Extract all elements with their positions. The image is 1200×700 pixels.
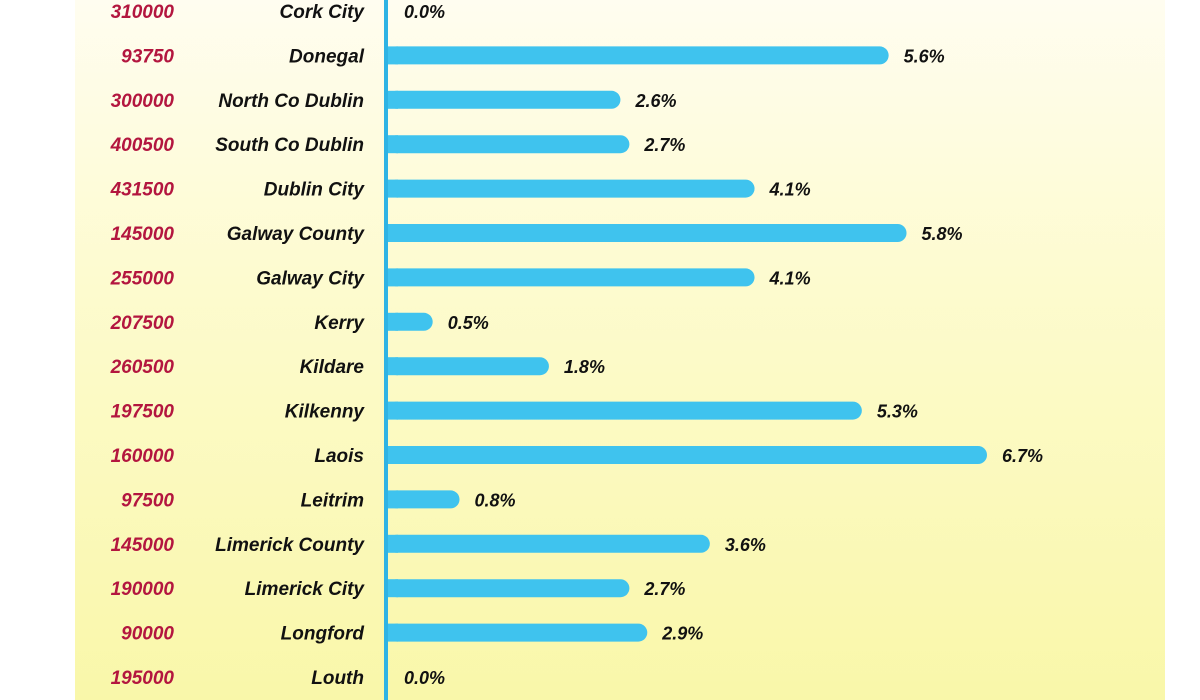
bar-base bbox=[388, 401, 398, 420]
bar bbox=[388, 579, 630, 598]
price-label: 255000 bbox=[110, 268, 175, 289]
category-label: Kerry bbox=[314, 313, 365, 334]
bar bbox=[388, 90, 621, 109]
category-label: Kilkenny bbox=[285, 402, 366, 423]
price-label: 400500 bbox=[110, 135, 175, 156]
price-label: 310000 bbox=[111, 2, 175, 23]
value-label: 0.8% bbox=[475, 490, 516, 510]
price-label: 197500 bbox=[111, 402, 175, 423]
category-label: Laois bbox=[314, 446, 364, 467]
bar bbox=[388, 401, 862, 420]
value-label: 2.7% bbox=[643, 135, 685, 155]
category-label: Longford bbox=[281, 624, 365, 645]
price-label: 260500 bbox=[110, 357, 175, 378]
bar-base bbox=[388, 268, 398, 287]
bar-base bbox=[388, 623, 398, 642]
price-label: 145000 bbox=[111, 224, 175, 245]
value-label: 2.7% bbox=[643, 579, 685, 599]
category-label: Galway City bbox=[256, 268, 365, 289]
price-label: 195000 bbox=[111, 668, 175, 689]
price-label: 93750 bbox=[121, 46, 174, 67]
bar bbox=[388, 534, 710, 553]
value-label: 0.5% bbox=[448, 313, 489, 333]
value-label: 4.1% bbox=[769, 180, 811, 200]
bar-base bbox=[388, 135, 398, 154]
y-axis-line bbox=[384, 0, 388, 700]
bar bbox=[388, 179, 755, 198]
category-label: Donegal bbox=[289, 46, 365, 67]
value-label: 5.8% bbox=[922, 224, 963, 244]
category-label: Limerick County bbox=[215, 535, 365, 556]
bar bbox=[388, 357, 549, 376]
value-label: 2.9% bbox=[661, 624, 703, 644]
bar-base bbox=[388, 446, 398, 464]
bar-base bbox=[388, 357, 398, 376]
price-label: 207500 bbox=[110, 313, 175, 334]
bar-base bbox=[388, 534, 398, 553]
category-label: Limerick City bbox=[245, 579, 366, 600]
category-label: Kildare bbox=[300, 357, 365, 378]
bar bbox=[388, 135, 630, 154]
category-label: Cork City bbox=[280, 2, 366, 23]
price-label: 97500 bbox=[121, 490, 174, 511]
value-label: 4.1% bbox=[769, 268, 811, 288]
category-label: South Co Dublin bbox=[215, 135, 364, 156]
price-label: 300000 bbox=[111, 91, 175, 112]
value-label: 0.0% bbox=[404, 668, 445, 688]
bar-base bbox=[388, 579, 398, 598]
bar bbox=[388, 312, 433, 331]
bar-base bbox=[388, 490, 398, 509]
category-label: Louth bbox=[311, 668, 364, 689]
value-label: 0.0% bbox=[404, 2, 445, 22]
bar bbox=[388, 46, 889, 65]
category-label: Leitrim bbox=[301, 490, 364, 511]
bar bbox=[388, 268, 755, 287]
value-label: 5.6% bbox=[904, 46, 945, 66]
bar bbox=[388, 490, 460, 509]
value-label: 3.6% bbox=[725, 535, 766, 555]
value-label: 1.8% bbox=[564, 357, 605, 377]
bar-base bbox=[388, 312, 398, 331]
value-label: 6.7% bbox=[1002, 446, 1043, 466]
price-label: 90000 bbox=[121, 624, 174, 645]
value-label: 2.6% bbox=[634, 91, 676, 111]
bar bbox=[388, 446, 987, 464]
bar bbox=[388, 623, 648, 642]
price-label: 431500 bbox=[110, 180, 175, 201]
bar-base bbox=[388, 179, 398, 198]
price-label: 160000 bbox=[111, 446, 175, 467]
category-label: Dublin City bbox=[264, 180, 366, 201]
bar-base bbox=[388, 224, 398, 242]
bar-base bbox=[388, 90, 398, 109]
category-label: North Co Dublin bbox=[218, 91, 364, 112]
category-label: Galway County bbox=[227, 224, 366, 245]
price-label: 190000 bbox=[111, 579, 175, 600]
value-label: 5.3% bbox=[877, 402, 918, 422]
price-label: 145000 bbox=[111, 535, 175, 556]
bar-base bbox=[388, 46, 398, 65]
bar bbox=[388, 224, 907, 242]
